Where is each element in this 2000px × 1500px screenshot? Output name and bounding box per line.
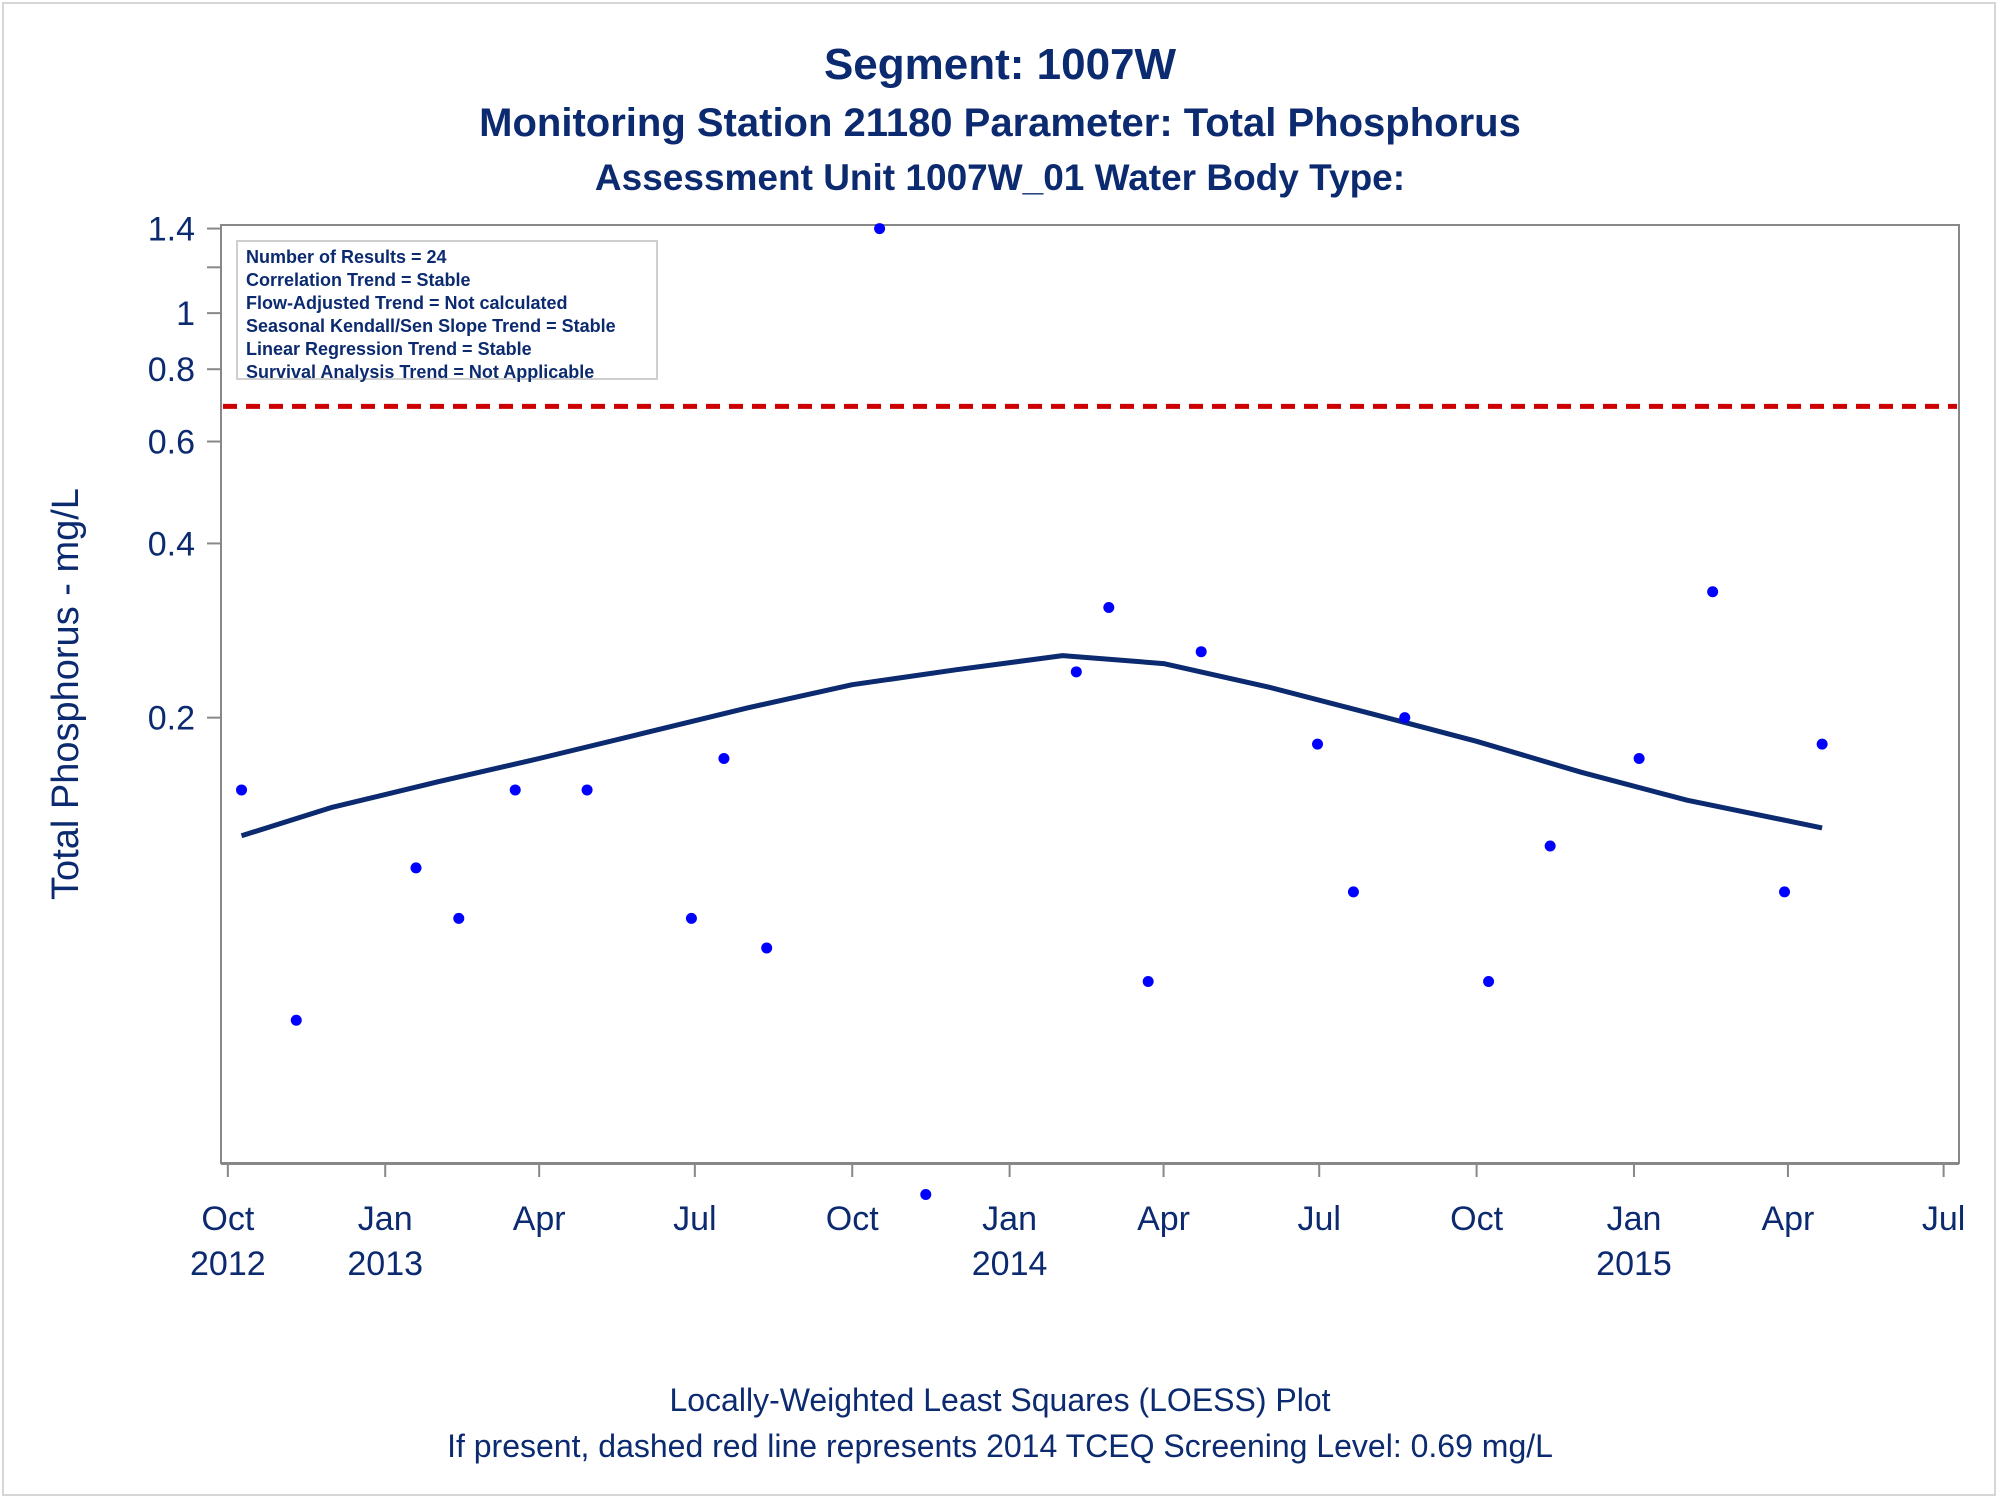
y-axis: 0.2 0.4 0.6 0.8 1 1.4 xyxy=(148,211,221,738)
x-tick-month-label: Jan xyxy=(358,1200,413,1238)
data-points xyxy=(236,223,1828,1200)
x-tick-month-label: Oct xyxy=(1450,1200,1503,1238)
x-tick-month-label: Jul xyxy=(1922,1200,1965,1238)
data-point xyxy=(236,784,248,796)
data-point xyxy=(1070,666,1082,678)
y-tick-label: 0.8 xyxy=(148,351,195,389)
trend-stats-box: Number of Results = 24 Correlation Trend … xyxy=(236,240,658,382)
data-point xyxy=(1103,601,1115,613)
data-point xyxy=(581,784,593,796)
data-point xyxy=(1816,738,1828,750)
y-axis-label: Total Phosphorus - mg/L xyxy=(45,488,87,900)
data-point xyxy=(1347,886,1359,898)
data-point xyxy=(1142,976,1154,988)
data-point xyxy=(509,784,521,796)
y-tick-label: 0.6 xyxy=(148,424,195,462)
data-point xyxy=(1195,646,1207,658)
y-tick-label: 1.4 xyxy=(148,211,195,249)
x-tick-month-label: Oct xyxy=(826,1200,879,1238)
loess-curve xyxy=(240,653,1823,839)
x-tick-month-label: Jul xyxy=(673,1200,716,1238)
stats-line: Correlation Trend = Stable xyxy=(246,270,471,290)
x-tick-month-label: Apr xyxy=(1761,1200,1814,1238)
data-point xyxy=(1399,712,1411,724)
data-point xyxy=(1707,586,1719,598)
x-tick-month-label: Jan xyxy=(982,1200,1037,1238)
data-point xyxy=(1312,738,1324,750)
stats-line: Number of Results = 24 xyxy=(246,247,447,267)
x-tick-month-label: Jan xyxy=(1607,1200,1662,1238)
x-tick-year-label: 2014 xyxy=(972,1245,1048,1283)
data-point xyxy=(290,1014,302,1026)
data-point xyxy=(920,1188,932,1200)
footnote-loess: Locally-Weighted Least Squares (LOESS) P… xyxy=(669,1382,1331,1418)
data-point xyxy=(1633,752,1645,764)
chart-subtitle-station: Monitoring Station 21180 Parameter: Tota… xyxy=(479,101,1521,145)
data-point xyxy=(410,862,422,874)
x-tick-year-label: 2013 xyxy=(347,1245,423,1283)
data-point xyxy=(761,942,773,954)
data-point xyxy=(453,912,465,924)
stats-line: Flow-Adjusted Trend = Not calculated xyxy=(246,293,568,313)
x-tick-month-label: Apr xyxy=(513,1200,566,1238)
data-point xyxy=(1544,840,1556,852)
x-tick-year-label: 2015 xyxy=(1596,1245,1672,1283)
footnote-screening: If present, dashed red line represents 2… xyxy=(447,1428,1553,1464)
x-tick-month-label: Jul xyxy=(1297,1200,1340,1238)
stats-line: Linear Regression Trend = Stable xyxy=(246,339,532,359)
chart-title: Segment: 1007W xyxy=(823,40,1177,89)
x-tick-year-label: 2012 xyxy=(190,1245,266,1283)
data-point xyxy=(1779,886,1791,898)
data-point xyxy=(718,752,730,764)
x-tick-month-label: Apr xyxy=(1137,1200,1190,1238)
data-point xyxy=(685,912,697,924)
y-tick-label: 0.2 xyxy=(148,700,195,738)
x-axis: Oct 2012 Jan 2013 Apr Jul Oct Jan 2014 Apr Jul Oct J… xyxy=(190,1163,1965,1283)
data-point xyxy=(1483,976,1495,988)
stats-line: Seasonal Kendall/Sen Slope Trend = Stabl… xyxy=(246,316,616,336)
data-point xyxy=(874,223,886,235)
y-tick-label: 0.4 xyxy=(148,525,195,563)
chart-subtitle-assessment: Assessment Unit 1007W_01 Water Body Type… xyxy=(594,157,1406,198)
y-tick-label: 1 xyxy=(176,295,195,333)
x-tick-month-label: Oct xyxy=(201,1200,254,1238)
stats-line: Survival Analysis Trend = Not Applicable xyxy=(246,362,595,382)
